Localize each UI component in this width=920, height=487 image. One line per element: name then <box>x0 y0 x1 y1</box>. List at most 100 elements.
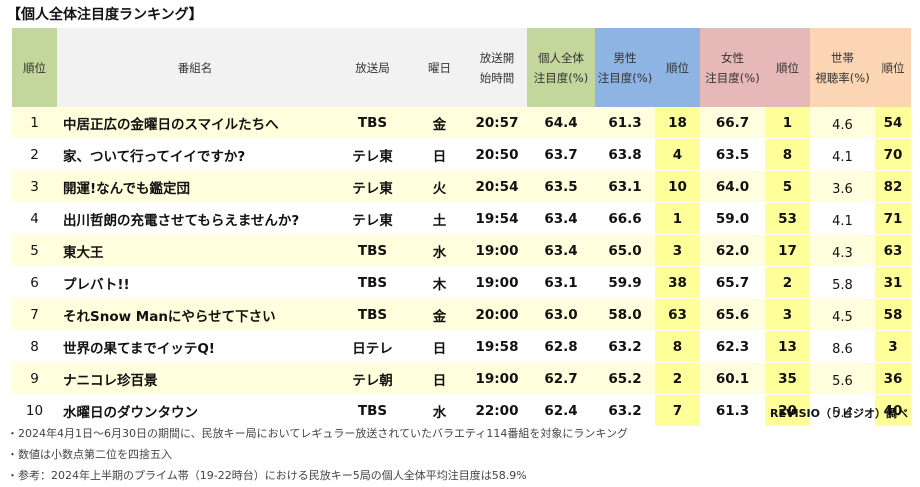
cell-male-rank: 38 <box>655 266 700 299</box>
footnote-period: ・2024年4月1日～6月30日の期間に、民放キー局においてレギュラー放送されて… <box>7 427 628 440</box>
cell-all-attention: 62.4 <box>527 394 595 427</box>
header-male-attention: 男性 注目度(%) <box>595 28 655 107</box>
cell-rank: 5 <box>12 234 57 267</box>
cell-viewing-rate: 4.5 <box>810 298 875 331</box>
cell-rank: 3 <box>12 170 57 203</box>
cell-male-rank: 8 <box>655 330 700 363</box>
cell-day: 木 <box>412 266 467 299</box>
cell-all-attention: 63.1 <box>527 266 595 299</box>
cell-female-attention: 62.3 <box>700 330 765 363</box>
cell-viewing-rank: 63 <box>875 234 911 267</box>
cell-viewing-rate: 5.6 <box>810 362 875 395</box>
footnote-rounding: ・数値は小数点第二位を四捨五入 <box>7 448 172 461</box>
header-female-attention-line2: 注目度(%) <box>705 70 760 85</box>
cell-male-rank: 18 <box>655 107 700 139</box>
cell-female-rank: 3 <box>765 298 810 331</box>
cell-female-attention: 59.0 <box>700 202 765 235</box>
cell-all-attention: 62.8 <box>527 330 595 363</box>
cell-viewing-rate: 4.3 <box>810 234 875 267</box>
cell-viewing-rank: 82 <box>875 170 911 203</box>
cell-program-name: 開運!なんでも鑑定団 <box>57 170 333 203</box>
table-row: 3 開運!なんでも鑑定団 テレ東火 20:54 63.5 63.1 10 64.0 5 3.6 82 <box>12 170 911 203</box>
cell-all-attention: 63.0 <box>527 298 595 331</box>
cell-day: 土 <box>412 202 467 235</box>
cell-start-time: 19:58 <box>467 330 527 363</box>
cell-rank: 1 <box>12 107 57 139</box>
cell-day: 日 <box>412 138 467 171</box>
cell-female-attention: 65.6 <box>700 298 765 331</box>
header-rank: 順位 <box>12 28 57 107</box>
cell-viewing-rank: 3 <box>875 330 911 363</box>
cell-rank: 8 <box>12 330 57 363</box>
header-male-attention-line1: 男性 <box>613 50 637 65</box>
cell-station: テレ朝 <box>333 362 412 395</box>
table-row: 10 水曜日のダウンタウン TBS 水 22:00 62.4 63.2 7 61.3 20 5.4 4… <box>12 394 911 427</box>
cell-start-time: 20:00 <box>467 298 527 331</box>
footnotes: ・2024年4月1日～6月30日の期間に、民放キー局においてレギュラー放送されて… <box>7 423 628 486</box>
table-row: 5 東大王 TBS 水 19:00 63.4 65.0 3 62.0 17 4.3 63 <box>12 234 911 267</box>
cell-all-attention: 63.5 <box>527 170 595 203</box>
header-male-rank: 順位 <box>655 28 700 107</box>
cell-female-attention: 62.0 <box>700 234 765 267</box>
table-row: 7 それSnow Manにやらせて下さい TBS 金 20:00 63.0 58.0 63 65… <box>12 298 911 331</box>
cell-program-name: 世界の果てまでイッテQ! <box>57 330 333 363</box>
cell-program-name: 中居正広の金曜日のスマイルたちへ <box>57 107 333 139</box>
cell-female-rank: 5 <box>765 170 810 203</box>
cell-all-attention: 63.4 <box>527 234 595 267</box>
cell-viewing-rank: 40 <box>875 394 911 427</box>
cell-day: 日 <box>412 362 467 395</box>
cell-station: テレ東 <box>333 202 412 235</box>
cell-viewing-rate: 3.6 <box>810 170 875 203</box>
cell-day: 火 <box>412 170 467 203</box>
table-row: 4 出川哲朗の充電させてもらえませんか? テレ東土 19:54 63.4 66.6 1 59.… <box>12 202 911 235</box>
header-all-attention-line1: 個人全体 <box>538 50 584 65</box>
header-all-attention-line2: 注目度(%) <box>533 70 589 85</box>
cell-start-time: 19:00 <box>467 266 527 299</box>
header-female-attention-line1: 女性 <box>721 50 744 65</box>
cell-start-time: 20:57 <box>467 107 527 139</box>
cell-all-attention: 62.7 <box>527 362 595 395</box>
cell-female-attention: 60.1 <box>700 362 765 395</box>
cell-male-attention: 66.6 <box>595 202 655 235</box>
cell-station: 日テレ <box>333 330 412 363</box>
cell-male-attention: 63.1 <box>595 170 655 203</box>
cell-all-attention: 64.4 <box>527 107 595 139</box>
table-row: 8 世界の果てまでイッテQ! 日テレ日 19:58 62.8 63.2 8 62.3 13 8.6… <box>12 330 911 363</box>
cell-day: 水 <box>412 234 467 267</box>
cell-day: 日 <box>412 330 467 363</box>
cell-female-rank: 53 <box>765 202 810 235</box>
header-female-attention: 女性 注目度(%) <box>700 28 765 107</box>
cell-female-attention: 64.0 <box>700 170 765 203</box>
cell-female-rank: 8 <box>765 138 810 171</box>
cell-day: 水 <box>412 394 467 427</box>
cell-program-name: プレバト!! <box>57 266 333 299</box>
table-row: 6 プレバト!! TBS 木 19:00 63.1 59.9 38 65.7 2 5.8 31 <box>12 266 911 299</box>
cell-station: TBS <box>333 266 412 299</box>
cell-viewing-rate: 8.6 <box>810 330 875 363</box>
cell-male-rank: 4 <box>655 138 700 171</box>
table-row: 9 ナニコレ珍百景 テレ朝日 19:00 62.7 65.2 2 60.1 35 5.6 36 <box>12 362 911 395</box>
cell-viewing-rank: 71 <box>875 202 911 235</box>
cell-program-name: 東大王 <box>57 234 333 267</box>
cell-male-attention: 63.2 <box>595 394 655 427</box>
cell-female-rank: 13 <box>765 330 810 363</box>
cell-program-name: 水曜日のダウンタウン <box>57 394 333 427</box>
cell-male-rank: 7 <box>655 394 700 427</box>
header-program-name: 番組名 <box>57 28 333 107</box>
cell-male-attention: 58.0 <box>595 298 655 331</box>
cell-viewing-rank: 70 <box>875 138 911 171</box>
header-start-time: 放送開 始時間 <box>467 28 527 107</box>
cell-program-name: それSnow Manにやらせて下さい <box>57 298 333 331</box>
cell-female-attention: 63.5 <box>700 138 765 171</box>
cell-male-attention: 65.2 <box>595 362 655 395</box>
page-title: 【個人全体注目度ランキング】 <box>7 7 203 23</box>
cell-male-attention: 59.9 <box>595 266 655 299</box>
cell-day: 金 <box>412 107 467 139</box>
cell-viewing-rate: 5.8 <box>810 266 875 299</box>
header-all-attention: 個人全体 注目度(%) <box>527 28 595 107</box>
cell-start-time: 22:00 <box>467 394 527 427</box>
cell-start-time: 19:54 <box>467 202 527 235</box>
cell-rank: 4 <box>12 202 57 235</box>
cell-female-rank: 1 <box>765 107 810 139</box>
cell-male-rank: 10 <box>655 170 700 203</box>
